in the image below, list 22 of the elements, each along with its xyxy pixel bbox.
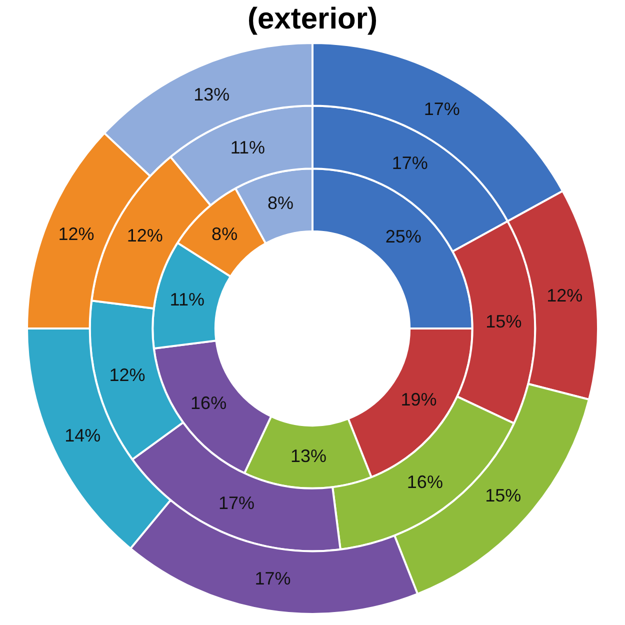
data-label: 13% [194,84,230,104]
data-label: 11% [170,289,204,310]
data-label: 8% [212,224,238,244]
data-label: 12% [109,365,146,386]
data-label: 17% [424,98,460,119]
data-label: 17% [254,568,291,588]
data-label: 15% [485,486,522,506]
chart-title: (exterior) [247,2,378,36]
data-label: 16% [190,392,227,413]
data-label: 19% [400,390,437,410]
data-label: 12% [126,225,163,246]
data-label: 12% [546,286,583,306]
data-label: 25% [385,226,422,247]
data-label: 12% [58,224,94,244]
data-label: 16% [406,472,443,492]
data-label: 15% [486,311,522,332]
data-label: 17% [392,152,428,173]
data-label: 13% [290,446,326,466]
data-label: 11% [230,137,266,158]
data-label: 14% [64,426,101,446]
data-label: 17% [218,493,255,514]
data-label: 8% [268,193,294,214]
